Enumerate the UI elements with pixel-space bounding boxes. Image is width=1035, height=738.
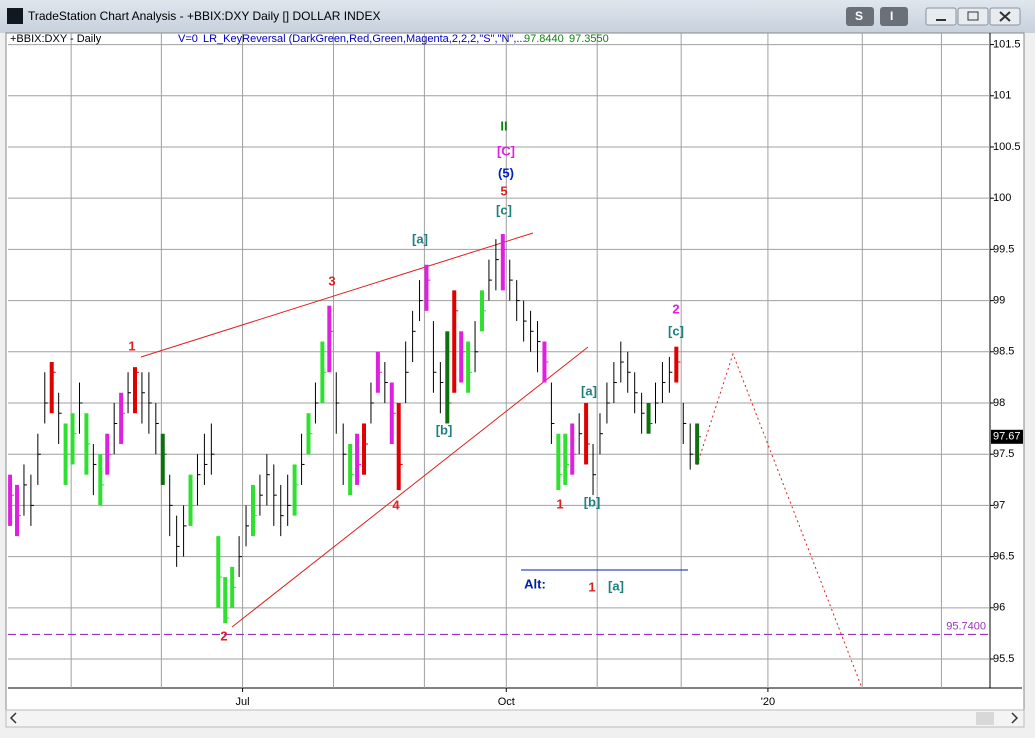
icon — [967, 11, 979, 21]
icon — [999, 11, 1011, 22]
y-tick-label: 96 — [993, 602, 1005, 614]
wave-label: [a] — [608, 578, 624, 593]
bar — [445, 331, 450, 424]
bar — [216, 536, 221, 608]
y-tick-label: 95.5 — [993, 653, 1014, 665]
bar — [556, 433, 561, 491]
projection — [696, 352, 863, 689]
wave-label: (5) — [498, 165, 514, 180]
bar — [250, 484, 255, 537]
last-price-box — [991, 429, 1023, 444]
bar — [500, 234, 505, 291]
y-tick-label: 96.5 — [993, 551, 1014, 563]
wave-label: 4 — [392, 497, 400, 512]
wave-label: [c] — [668, 323, 684, 338]
indicator-value: 97.8440 — [524, 33, 564, 45]
bar — [584, 402, 589, 465]
y-tick-label: 97.5 — [993, 448, 1014, 460]
wave-label: 2 — [672, 301, 679, 316]
reference-label: 95.7400 — [946, 620, 986, 632]
bar — [292, 464, 297, 516]
trendline — [140, 232, 534, 358]
x-tick-label: Oct — [498, 696, 515, 708]
scroll-thumb[interactable] — [976, 712, 994, 725]
scroll-left[interactable] — [9, 712, 17, 724]
bar — [70, 413, 75, 465]
scrollbar[interactable] — [5, 709, 1025, 728]
y-tick-label: 97 — [993, 499, 1005, 511]
menu-button-label[interactable]: S — [855, 9, 863, 23]
bar — [396, 402, 401, 491]
menu-button-label[interactable]: I — [890, 9, 893, 23]
y-tick-label: 98 — [993, 397, 1005, 409]
wave-label: [C] — [497, 143, 515, 158]
app-icon — [7, 8, 23, 24]
indicator: LR_KeyReversal (DarkGreen,Red,Green,Mage… — [203, 33, 526, 45]
wave-label: [b] — [436, 422, 453, 437]
bar — [674, 346, 679, 383]
y-tick-label: 100 — [993, 192, 1011, 204]
wave-label: 2 — [220, 628, 227, 643]
window-title: TradeStation Chart Analysis - +BBIX:DXY … — [28, 9, 380, 23]
wave-label: 1 — [128, 338, 135, 353]
bar — [424, 264, 429, 311]
bar — [133, 367, 138, 414]
x-tick-label: '20 — [761, 696, 775, 708]
bar — [119, 392, 124, 444]
wave-label: [a] — [412, 231, 428, 246]
bar — [8, 474, 13, 526]
bar — [646, 402, 651, 434]
y-tick-label: 100.5 — [993, 141, 1021, 153]
x-tick-label: Jul — [236, 696, 250, 708]
symbol: +BBIX:DXY - Daily — [10, 33, 102, 45]
wave-label: Alt: — [524, 576, 546, 591]
menu-button[interactable] — [880, 7, 908, 26]
volume: V=0 — [178, 33, 198, 45]
indicator-value: 97.3550 — [569, 33, 609, 45]
last-price-label: 97.67 — [993, 431, 1021, 443]
bar — [348, 443, 353, 496]
menu-button[interactable] — [846, 7, 874, 26]
bar — [362, 423, 367, 475]
wave-label: 1 — [556, 496, 563, 511]
maximize-button[interactable] — [957, 7, 989, 26]
bar — [570, 423, 575, 475]
y-tick-label: 101.5 — [993, 38, 1021, 50]
y-tick-label: 99 — [993, 294, 1005, 306]
bar — [466, 341, 471, 393]
bar — [160, 433, 165, 485]
bar — [452, 290, 457, 393]
wave-label: [a] — [581, 383, 597, 398]
bar — [188, 474, 193, 526]
bar — [459, 331, 464, 383]
bar — [327, 305, 332, 373]
bar — [49, 362, 54, 414]
wave-label: 5 — [500, 183, 507, 198]
bar — [223, 577, 228, 624]
chart-frame — [5, 32, 1025, 712]
bar — [355, 433, 360, 485]
y-tick-label: 98.5 — [993, 346, 1014, 358]
wave-label: II — [500, 118, 507, 133]
minimize-button[interactable] — [925, 7, 957, 26]
trendline — [231, 346, 589, 628]
bar — [98, 454, 103, 506]
bar — [695, 423, 700, 465]
wave-label: 1 — [588, 579, 595, 594]
y-tick-label: 99.5 — [993, 243, 1014, 255]
bar — [15, 484, 20, 537]
plot: 95.5 96 96.5 97 97.5 98 98.5 99 99.5 100 100.5 101 1… — [8, 33, 1023, 708]
y-tick-label: 101 — [993, 90, 1011, 102]
wave-label: [b] — [584, 494, 601, 509]
wave-label: 3 — [328, 273, 335, 288]
scroll-right[interactable] — [1011, 712, 1019, 724]
wave-label: [c] — [496, 202, 512, 217]
bar — [563, 433, 568, 485]
